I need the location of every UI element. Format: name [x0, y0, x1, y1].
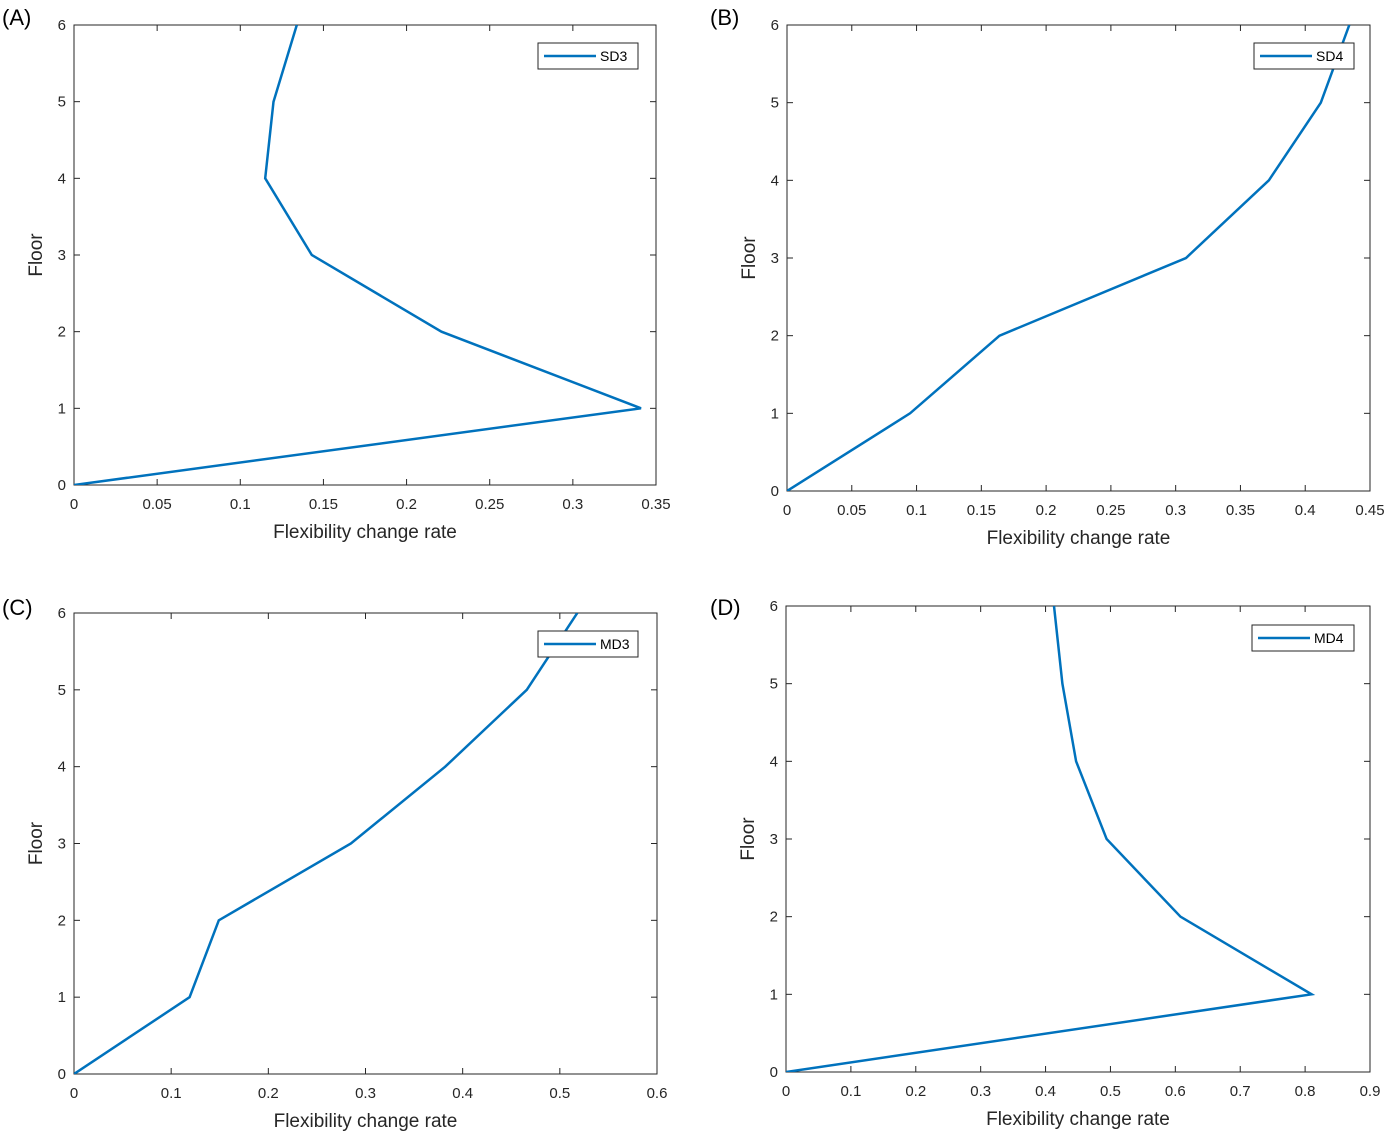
- x-tick-label: 0.4: [452, 1085, 473, 1102]
- x-tick-label: 0.5: [549, 1085, 570, 1102]
- y-tick-label: 1: [771, 405, 779, 422]
- y-tick-label: 4: [58, 759, 66, 776]
- x-tick-label: 0.3: [970, 1083, 991, 1100]
- y-tick-label: 6: [58, 17, 66, 34]
- x-tick-label: 0.6: [1165, 1083, 1186, 1100]
- y-tick-label: 6: [58, 605, 66, 622]
- x-tick-label: 0.2: [905, 1083, 926, 1100]
- y-tick-label: 2: [771, 328, 779, 345]
- panel-label: (B): [710, 5, 739, 30]
- chart-panel: (A) 0 0.05 0.1 0.15 0.2 0.25 0.3 0.35 0 1 2 3 4 5 6 Flex…: [2, 5, 671, 543]
- series-line: [74, 25, 642, 485]
- x-axis-title: Flexibility change rate: [986, 1109, 1170, 1130]
- legend-label: SD4: [1316, 48, 1343, 64]
- chart-panel: (B) 0 0.05 0.1 0.15 0.2 0.25 0.3 0.35 0.4 0.45 0 1 2 3…: [710, 5, 1385, 549]
- legend-label: MD3: [600, 636, 630, 652]
- x-tick-label: 0.5: [1100, 1083, 1121, 1100]
- legend-label: MD4: [1314, 630, 1344, 646]
- y-axis-title: Floor: [739, 236, 760, 280]
- axes-box: [785, 605, 1371, 1073]
- x-axis-title: Flexibility change rate: [273, 522, 457, 543]
- y-tick-label: 3: [58, 836, 66, 853]
- x-tick-label: 0.05: [143, 496, 172, 513]
- x-tick-label: 0.1: [161, 1085, 182, 1102]
- panel-label: (D): [710, 595, 741, 620]
- x-tick-label: 0.3: [1165, 502, 1186, 519]
- y-tick-label: 3: [770, 831, 778, 848]
- axes-box: [73, 612, 658, 1075]
- x-tick-label: 0: [70, 496, 78, 513]
- x-tick-label: 0.1: [906, 502, 927, 519]
- y-tick-label: 2: [770, 909, 778, 926]
- x-tick-label: 0.2: [1036, 502, 1057, 519]
- chart-panel: (C) 0 0.1 0.2 0.3 0.4 0.5 0.6 0 1 2 3 4 5 6 Flexibility…: [2, 595, 667, 1132]
- y-tick-label: 5: [770, 676, 778, 693]
- panel-label: (A): [2, 5, 31, 30]
- y-tick-label: 2: [58, 324, 66, 341]
- y-tick-label: 3: [58, 247, 66, 264]
- legend: SD3: [537, 42, 639, 70]
- y-tick-label: 5: [58, 94, 66, 111]
- y-tick-label: 5: [771, 95, 779, 112]
- y-tick-label: 2: [58, 912, 66, 929]
- x-tick-label: 0.2: [396, 496, 417, 513]
- y-tick-label: 0: [770, 1064, 778, 1081]
- series-line: [74, 613, 579, 1074]
- x-tick-label: 0.7: [1230, 1083, 1251, 1100]
- x-tick-label: 0.4: [1035, 1083, 1056, 1100]
- x-tick-label: 0.35: [641, 496, 670, 513]
- y-tick-label: 0: [771, 483, 779, 500]
- x-tick-label: 0.3: [562, 496, 583, 513]
- x-tick-label: 0.8: [1295, 1083, 1316, 1100]
- y-tick-label: 1: [58, 400, 66, 417]
- y-axis-title: Floor: [26, 821, 47, 865]
- axes-box: [786, 24, 1371, 492]
- x-tick-label: 0.05: [837, 502, 866, 519]
- x-tick-label: 0.35: [1226, 502, 1255, 519]
- y-tick-label: 1: [770, 986, 778, 1003]
- y-tick-label: 4: [771, 172, 779, 189]
- x-tick-label: 0.6: [647, 1085, 668, 1102]
- x-tick-label: 0.4: [1295, 502, 1316, 519]
- y-tick-label: 6: [771, 17, 779, 34]
- y-tick-label: 0: [58, 477, 66, 494]
- x-tick-label: 0.15: [309, 496, 338, 513]
- legend: MD4: [1251, 624, 1355, 652]
- x-tick-label: 0: [70, 1085, 78, 1102]
- series-line: [786, 606, 1316, 1072]
- x-tick-label: 0.25: [475, 496, 504, 513]
- x-tick-label: 0.15: [967, 502, 996, 519]
- x-tick-label: 0.1: [230, 496, 251, 513]
- panel-label: (C): [2, 595, 33, 620]
- legend-label: SD3: [600, 48, 627, 64]
- chart-panel: (D) 0 0.1 0.2 0.3 0.4 0.5 0.6 0.7 0.8 0.9 0 1 2 3 4 5 6 Fl…: [710, 595, 1380, 1130]
- x-tick-label: 0.1: [840, 1083, 861, 1100]
- x-tick-label: 0.2: [258, 1085, 279, 1102]
- y-axis-title: Floor: [26, 233, 47, 277]
- y-tick-label: 4: [58, 170, 66, 187]
- x-axis-title: Flexibility change rate: [274, 1111, 458, 1132]
- x-tick-label: 0.9: [1360, 1083, 1381, 1100]
- x-tick-label: 0.25: [1096, 502, 1125, 519]
- legend: MD3: [537, 630, 639, 658]
- x-tick-label: 0: [783, 502, 791, 519]
- y-tick-label: 3: [771, 250, 779, 267]
- y-tick-label: 5: [58, 682, 66, 699]
- x-tick-label: 0.3: [355, 1085, 376, 1102]
- y-tick-label: 6: [770, 598, 778, 615]
- legend: SD4: [1253, 42, 1355, 70]
- series-line: [787, 25, 1351, 491]
- x-tick-label: 0: [782, 1083, 790, 1100]
- y-axis-title: Floor: [738, 817, 759, 861]
- y-tick-label: 4: [770, 753, 778, 770]
- y-tick-label: 1: [58, 989, 66, 1006]
- axes-box: [73, 24, 657, 486]
- y-tick-label: 0: [58, 1066, 66, 1083]
- x-axis-title: Flexibility change rate: [987, 528, 1171, 549]
- x-tick-label: 0.45: [1355, 502, 1384, 519]
